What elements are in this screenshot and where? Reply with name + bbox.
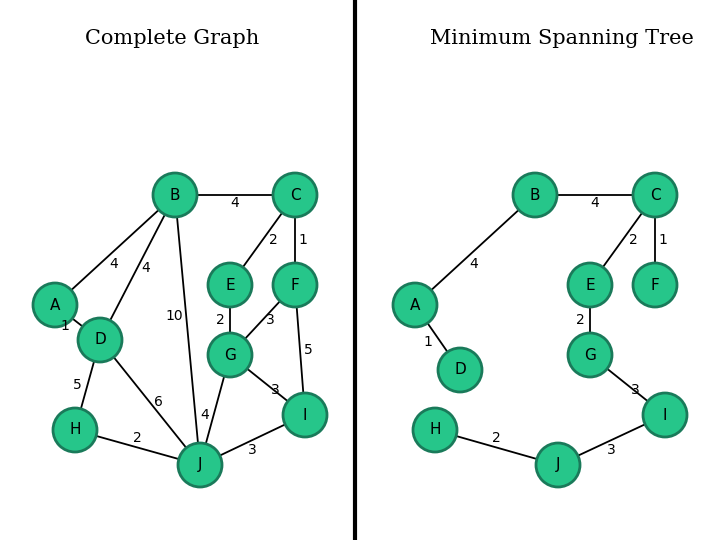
- Text: 5: 5: [304, 343, 312, 357]
- Text: 2: 2: [215, 313, 225, 327]
- Text: I: I: [302, 408, 307, 422]
- Text: 4: 4: [230, 196, 239, 210]
- Text: F: F: [291, 278, 300, 293]
- Circle shape: [568, 263, 612, 307]
- Text: A: A: [410, 298, 420, 313]
- Circle shape: [413, 408, 457, 452]
- Circle shape: [53, 408, 97, 452]
- Text: Minimum Spanning Tree: Minimum Spanning Tree: [430, 29, 694, 48]
- Text: 2: 2: [492, 430, 501, 444]
- Text: J: J: [198, 457, 202, 472]
- Text: H: H: [69, 422, 81, 437]
- Text: 3: 3: [631, 383, 640, 397]
- Circle shape: [643, 393, 687, 437]
- Circle shape: [633, 263, 677, 307]
- Text: C: C: [289, 187, 300, 202]
- Text: 4: 4: [201, 408, 210, 422]
- Text: 2: 2: [269, 233, 278, 247]
- Text: Complete Graph: Complete Graph: [85, 29, 259, 48]
- Text: D: D: [94, 333, 106, 348]
- Text: 4: 4: [590, 196, 599, 210]
- Text: 2: 2: [133, 430, 142, 444]
- Circle shape: [438, 348, 482, 392]
- Text: 10: 10: [166, 309, 183, 323]
- Circle shape: [153, 173, 197, 217]
- Text: E: E: [585, 278, 595, 293]
- Text: 3: 3: [271, 383, 280, 397]
- Circle shape: [78, 318, 122, 362]
- Text: J: J: [556, 457, 560, 472]
- Circle shape: [633, 173, 677, 217]
- Text: 1: 1: [299, 233, 307, 247]
- Circle shape: [33, 283, 77, 327]
- Text: B: B: [530, 187, 540, 202]
- Text: 2: 2: [629, 233, 638, 247]
- Text: 2: 2: [575, 313, 585, 327]
- Text: 3: 3: [607, 443, 616, 457]
- Text: E: E: [225, 278, 235, 293]
- Text: C: C: [649, 187, 660, 202]
- Text: 4: 4: [109, 256, 118, 271]
- Text: 1: 1: [423, 335, 432, 349]
- Circle shape: [536, 443, 580, 487]
- Text: 1: 1: [60, 319, 70, 333]
- Text: 1: 1: [659, 233, 667, 247]
- Circle shape: [208, 333, 252, 377]
- Text: D: D: [454, 362, 466, 377]
- Text: G: G: [224, 348, 236, 362]
- Text: H: H: [429, 422, 441, 437]
- Circle shape: [568, 333, 612, 377]
- Text: 4: 4: [469, 256, 478, 271]
- Text: 4: 4: [141, 260, 150, 274]
- Text: F: F: [651, 278, 660, 293]
- Text: A: A: [50, 298, 60, 313]
- Text: 5: 5: [73, 378, 82, 392]
- Text: 3: 3: [248, 443, 257, 457]
- Text: B: B: [170, 187, 180, 202]
- Text: 6: 6: [153, 395, 163, 409]
- Circle shape: [273, 173, 317, 217]
- Circle shape: [178, 443, 222, 487]
- Circle shape: [513, 173, 557, 217]
- Circle shape: [393, 283, 437, 327]
- Circle shape: [283, 393, 327, 437]
- Text: 3: 3: [266, 313, 275, 327]
- Circle shape: [208, 263, 252, 307]
- Text: I: I: [662, 408, 667, 422]
- Text: G: G: [584, 348, 596, 362]
- Circle shape: [273, 263, 317, 307]
